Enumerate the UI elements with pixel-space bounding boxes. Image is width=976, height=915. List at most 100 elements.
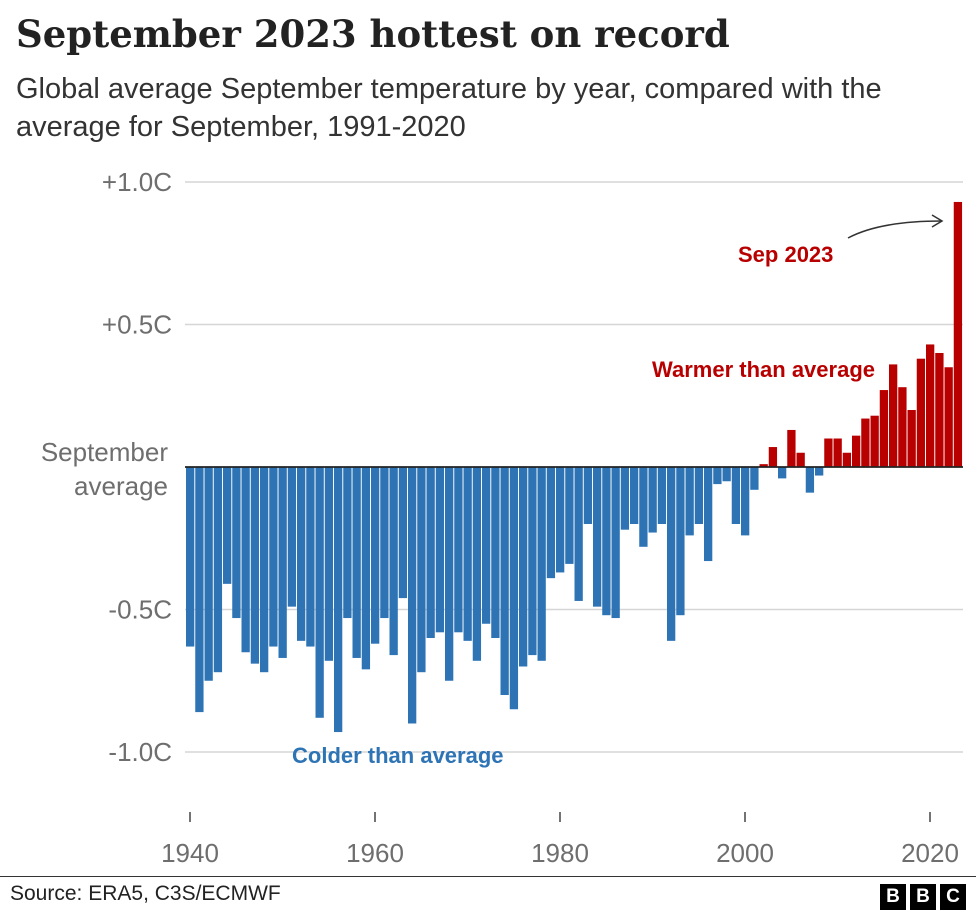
bar-1959	[361, 467, 371, 670]
bar-1991	[657, 467, 667, 524]
y-tick-label: -0.5C	[108, 595, 172, 625]
bar-1984	[593, 467, 602, 607]
chart-title: September 2023 hottest on record	[16, 12, 730, 56]
bar-1983	[583, 467, 593, 524]
bar-2017	[898, 387, 907, 467]
x-tick-label: 1960	[346, 838, 404, 868]
bar-1990	[648, 467, 657, 533]
bar-2004	[778, 467, 787, 479]
bar-1954	[315, 467, 324, 718]
bar-1961	[380, 467, 389, 619]
bar-1942	[204, 467, 213, 681]
bar-2002	[759, 464, 768, 467]
y-tick-label: +1.0C	[102, 167, 172, 197]
bar-1975	[509, 467, 519, 710]
bar-1986	[611, 467, 620, 619]
bar-1996	[704, 467, 713, 562]
footer-divider	[0, 876, 976, 877]
bar-1982	[574, 467, 583, 601]
bar-1976	[519, 467, 528, 667]
bar-2022	[944, 367, 953, 467]
bar-1949	[269, 467, 278, 647]
arrow-head-icon	[931, 214, 944, 228]
logo-letter: B	[880, 884, 906, 910]
bar-1980	[556, 467, 565, 573]
bar-1943	[213, 467, 223, 673]
bar-1964	[408, 467, 417, 724]
bar-1992	[667, 467, 676, 641]
bar-1999	[731, 467, 741, 524]
bar-1946	[241, 467, 250, 653]
bar-1973	[491, 467, 500, 638]
y-tick-label: -1.0C	[108, 737, 172, 767]
bar-1963	[398, 467, 408, 599]
warm-annotation: Warmer than average	[652, 357, 875, 382]
bar-2023	[953, 201, 963, 467]
bar-1981	[565, 467, 574, 564]
bar-1987	[620, 467, 630, 530]
bar-1971	[472, 467, 482, 661]
bar-2020	[926, 344, 935, 467]
x-tick-label: 2000	[716, 838, 774, 868]
bar-1988	[630, 467, 639, 524]
bar-1965	[417, 467, 426, 673]
bar-1970	[463, 467, 472, 641]
bar-1962	[389, 467, 398, 656]
x-tick-label: 1940	[161, 838, 219, 868]
bar-2001	[750, 467, 759, 490]
bar-1985	[602, 467, 611, 616]
bar-2011	[842, 452, 852, 467]
bar-1945	[232, 467, 241, 619]
bar-1966	[426, 467, 435, 638]
x-tick-label: 2020	[901, 838, 959, 868]
bar-1952	[297, 467, 306, 641]
bar-1967	[435, 467, 445, 633]
bar-1956	[334, 467, 343, 733]
bar-2013	[861, 418, 870, 467]
bar-2009	[824, 438, 833, 467]
y-tick-label: +0.5C	[102, 310, 172, 340]
cold-annotation: Colder than average	[292, 743, 504, 768]
x-tick-label: 1980	[531, 838, 589, 868]
bar-1950	[278, 467, 287, 658]
bar-2019	[916, 358, 926, 467]
bar-1998	[722, 467, 731, 482]
bar-2018	[907, 410, 916, 467]
bar-1974	[500, 467, 509, 695]
bar-2010	[833, 438, 842, 467]
bar-1972	[482, 467, 491, 624]
bar-1989	[639, 467, 648, 547]
y-tick-label: average	[74, 471, 168, 501]
bar-1944	[223, 467, 232, 584]
bar-1947	[250, 467, 260, 664]
bar-2000	[741, 467, 750, 536]
bar-1993	[676, 467, 685, 616]
bar-2021	[935, 353, 944, 467]
source-text: Source: ERA5, C3S/ECMWF	[10, 882, 281, 905]
bar-chart: +1.0C +0.5C September average -0.5C -1.0C 1940…	[41, 167, 963, 868]
bbc-logo: B B C	[880, 884, 966, 910]
y-tick-label: September	[41, 437, 169, 467]
bar-2014	[870, 415, 879, 467]
bar-1997	[713, 467, 722, 485]
arrow-line	[847, 220, 943, 239]
chart-subtitle: Global average September temperature by …	[16, 73, 882, 143]
bar-2007	[805, 467, 815, 493]
highlight-annotation: Sep 2023	[738, 242, 833, 267]
bar-1955	[324, 467, 334, 661]
bar-2012	[852, 435, 861, 467]
bar-1978	[537, 467, 546, 661]
bar-1968	[445, 467, 454, 681]
bar-1994	[685, 467, 694, 536]
bar-1977	[528, 467, 537, 656]
bar-1958	[352, 467, 361, 658]
bar-2003	[768, 447, 778, 467]
bar-2005	[787, 429, 796, 467]
bar-1940	[186, 467, 195, 647]
bar-2008	[815, 467, 824, 476]
bar-1951	[287, 467, 297, 607]
bar-1948	[260, 467, 269, 673]
bar-2016	[889, 364, 898, 467]
logo-letter: C	[940, 884, 966, 910]
